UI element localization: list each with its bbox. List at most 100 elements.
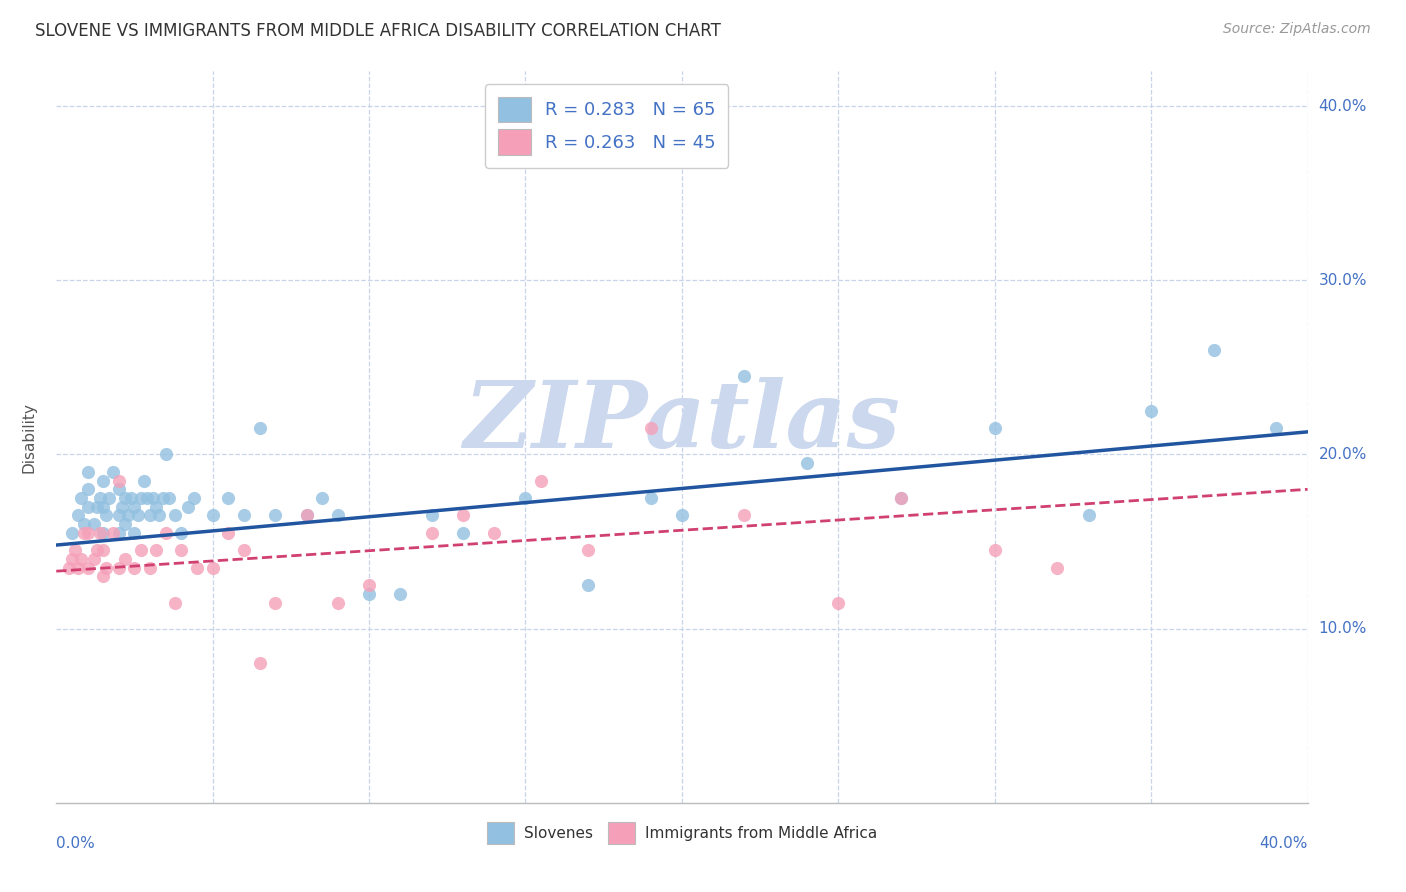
Point	[76, 560, 98, 574]
Text: Source: ZipAtlas.com: Source: ZipAtlas.com	[1223, 22, 1371, 37]
Point	[984, 421, 1007, 435]
Point	[108, 508, 131, 523]
Point	[359, 587, 381, 601]
Point	[148, 508, 170, 523]
Point	[70, 552, 93, 566]
Point	[484, 525, 506, 540]
Point	[60, 525, 83, 540]
Point	[108, 560, 131, 574]
Point	[451, 525, 474, 540]
Point	[186, 560, 208, 574]
Point	[86, 543, 108, 558]
Point	[1046, 560, 1069, 574]
Point	[96, 560, 118, 574]
Point	[124, 560, 146, 574]
Point	[515, 491, 537, 505]
Point	[142, 491, 165, 505]
Point	[60, 552, 83, 566]
Point	[63, 543, 86, 558]
Point	[91, 500, 114, 514]
Text: 10.0%: 10.0%	[1319, 621, 1367, 636]
Point	[1140, 404, 1163, 418]
Point	[108, 525, 131, 540]
Text: 30.0%: 30.0%	[1319, 273, 1367, 288]
Point	[145, 543, 167, 558]
Point	[420, 525, 443, 540]
Point	[176, 500, 198, 514]
Text: 0.0%: 0.0%	[56, 836, 96, 851]
Text: Disability: Disability	[21, 401, 37, 473]
Point	[984, 543, 1007, 558]
Point	[83, 552, 105, 566]
Point	[233, 508, 256, 523]
Point	[96, 508, 118, 523]
Text: 20.0%: 20.0%	[1319, 447, 1367, 462]
Point	[76, 483, 98, 497]
Text: 40.0%: 40.0%	[1319, 99, 1367, 113]
Point	[201, 508, 224, 523]
Point	[132, 474, 155, 488]
Text: SLOVENE VS IMMIGRANTS FROM MIDDLE AFRICA DISABILITY CORRELATION CHART: SLOVENE VS IMMIGRANTS FROM MIDDLE AFRICA…	[35, 22, 721, 40]
Point	[114, 517, 136, 532]
Text: 40.0%: 40.0%	[1260, 836, 1308, 851]
Point	[83, 517, 105, 532]
Point	[111, 500, 134, 514]
Point	[170, 543, 193, 558]
Point	[1202, 343, 1225, 357]
Point	[295, 508, 318, 523]
Point	[157, 491, 180, 505]
Point	[73, 525, 96, 540]
Legend: Slovenes, Immigrants from Middle Africa: Slovenes, Immigrants from Middle Africa	[481, 816, 883, 850]
Point	[311, 491, 333, 505]
Point	[451, 508, 474, 523]
Point	[671, 508, 693, 523]
Point	[114, 552, 136, 566]
Point	[264, 508, 287, 523]
Point	[76, 500, 98, 514]
Point	[114, 491, 136, 505]
Point	[58, 560, 80, 574]
Point	[420, 508, 443, 523]
Point	[576, 543, 599, 558]
Text: ZIPatlas: ZIPatlas	[464, 377, 900, 467]
Point	[640, 491, 662, 505]
Point	[91, 569, 114, 583]
Point	[70, 491, 93, 505]
Point	[139, 560, 162, 574]
Point	[73, 517, 96, 532]
Point	[1077, 508, 1099, 523]
Point	[127, 508, 149, 523]
Point	[67, 508, 90, 523]
Point	[124, 500, 146, 514]
Point	[108, 474, 131, 488]
Point	[165, 508, 187, 523]
Point	[249, 657, 271, 671]
Point	[827, 595, 849, 609]
Point	[101, 465, 124, 479]
Point	[170, 525, 193, 540]
Point	[129, 491, 152, 505]
Point	[1265, 421, 1288, 435]
Point	[295, 508, 318, 523]
Point	[108, 483, 131, 497]
Point	[89, 491, 111, 505]
Point	[91, 474, 114, 488]
Point	[145, 500, 167, 514]
Point	[734, 369, 756, 384]
Point	[91, 543, 114, 558]
Point	[264, 595, 287, 609]
Point	[326, 508, 349, 523]
Point	[120, 491, 142, 505]
Point	[139, 508, 162, 523]
Point	[155, 525, 177, 540]
Point	[155, 448, 177, 462]
Point	[98, 491, 121, 505]
Point	[640, 421, 662, 435]
Point	[136, 491, 159, 505]
Point	[124, 525, 146, 540]
Point	[734, 508, 756, 523]
Point	[217, 491, 239, 505]
Point	[201, 560, 224, 574]
Point	[530, 474, 553, 488]
Point	[890, 491, 912, 505]
